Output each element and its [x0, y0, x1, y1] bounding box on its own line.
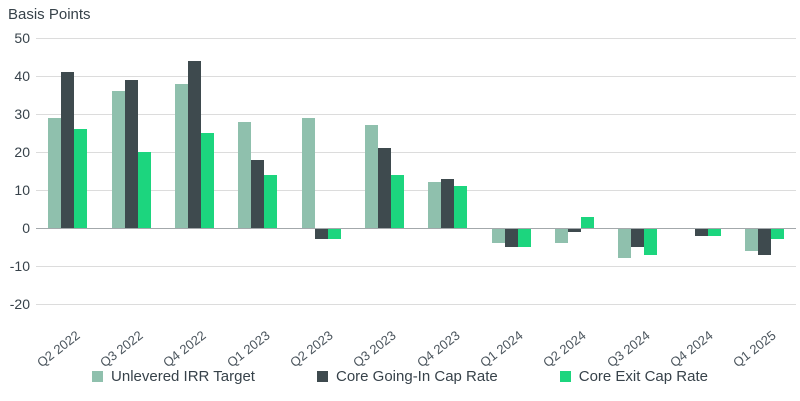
x-axis-label-q2-2022: Q2 2022 [33, 327, 83, 371]
chart-legend: Unlevered IRR Target Core Going-In Cap Ra… [0, 368, 800, 385]
bar-q1-2023-series-1 [251, 159, 265, 228]
bar-q1-2025-series-0 [744, 228, 758, 251]
x-axis-label-q4-2023: Q4 2023 [413, 327, 463, 371]
bar-q2-2022-series-2 [74, 129, 88, 228]
bar-q4-2022-series-1 [187, 60, 201, 228]
bar-q1-2025-series-2 [770, 228, 784, 240]
y-tick-label--10: -10 [9, 258, 30, 274]
legend-label: Core Going-In Cap Rate [335, 368, 498, 385]
plot-area [36, 38, 796, 305]
gridline-y--10 [36, 266, 796, 267]
legend-swatch-icon [559, 371, 571, 382]
bar-q4-2024-series-1 [694, 228, 708, 236]
bar-q2-2023-series-2 [327, 228, 341, 240]
x-axis-label-q1-2025: Q1 2025 [730, 327, 779, 371]
legend-item-1: Core Going-In Cap Rate [316, 368, 498, 385]
legend-label: Core Exit Cap Rate [578, 368, 708, 385]
bar-q2-2022-series-0 [48, 117, 62, 228]
x-axis-label-q1-2024: Q1 2024 [477, 327, 526, 371]
bar-q2-2024-series-2 [580, 216, 594, 228]
legend-label: Unlevered IRR Target [111, 368, 255, 385]
bar-q4-2023-series-2 [454, 186, 468, 228]
y-tick-label-30: 30 [14, 106, 30, 122]
x-axis-label-q4-2022: Q4 2022 [160, 327, 209, 371]
legend-swatch-icon [316, 371, 328, 382]
bar-q4-2024-series-2 [707, 228, 721, 236]
x-axis-label-q3-2023: Q3 2023 [350, 327, 399, 371]
bar-q3-2023-series-1 [377, 148, 391, 228]
bar-q1-2023-series-0 [238, 121, 252, 228]
gridline-y--20 [36, 304, 796, 305]
bar-q3-2022-series-0 [111, 91, 125, 228]
zero-axis-line [36, 228, 796, 229]
bar-q3-2022-series-2 [137, 152, 151, 228]
gridline-y-40 [36, 76, 796, 77]
bar-q3-2022-series-1 [124, 79, 138, 228]
legend-swatch-icon [92, 371, 104, 382]
bar-q4-2023-series-1 [441, 178, 455, 228]
gridline-y-10 [36, 190, 796, 191]
legend-item-2: Core Exit Cap Rate [559, 368, 708, 385]
x-axis-label-q3-2022: Q3 2022 [97, 327, 146, 371]
gridline-y-20 [36, 152, 796, 153]
x-axis-label-q2-2024: Q2 2024 [540, 327, 589, 371]
bar-q1-2024-series-2 [517, 228, 531, 247]
bar-q2-2023-series-0 [301, 117, 315, 228]
bar-q4-2022-series-2 [200, 133, 214, 228]
bar-q3-2024-series-2 [644, 228, 658, 255]
x-axis-label-q2-2023: Q2 2023 [287, 327, 336, 371]
x-axis-label-q4-2024: Q4 2024 [667, 327, 716, 371]
bar-q2-2023-series-1 [314, 228, 328, 240]
bar-q3-2023-series-0 [364, 125, 378, 228]
bar-q3-2024-series-1 [631, 228, 645, 247]
bar-q3-2023-series-2 [390, 174, 404, 228]
bar-q1-2023-series-2 [264, 174, 278, 228]
gridline-y-30 [36, 114, 796, 115]
y-tick-label-20: 20 [14, 144, 30, 160]
gridline-y-50 [36, 38, 796, 39]
bar-q4-2023-series-0 [428, 182, 442, 228]
bar-q4-2022-series-0 [174, 83, 188, 228]
y-tick-label-40: 40 [14, 68, 30, 84]
chart-title: Basis Points [8, 6, 91, 23]
bar-q1-2024-series-1 [504, 228, 518, 247]
y-tick-label--20: -20 [9, 296, 30, 312]
x-axis-label-q3-2024: Q3 2024 [603, 327, 653, 371]
bar-q3-2024-series-0 [618, 228, 632, 259]
bar-q1-2025-series-1 [757, 228, 771, 255]
y-tick-label-0: 0 [22, 220, 30, 236]
y-tick-label-10: 10 [14, 182, 30, 198]
bar-q1-2024-series-0 [491, 228, 505, 244]
y-tick-label-50: 50 [14, 30, 30, 46]
bar-q2-2022-series-1 [61, 72, 75, 228]
x-axis-label-q1-2023: Q1 2023 [223, 327, 273, 371]
legend-item-0: Unlevered IRR Target [92, 368, 255, 385]
bar-q2-2024-series-1 [567, 228, 581, 232]
bar-q2-2024-series-0 [554, 228, 568, 244]
